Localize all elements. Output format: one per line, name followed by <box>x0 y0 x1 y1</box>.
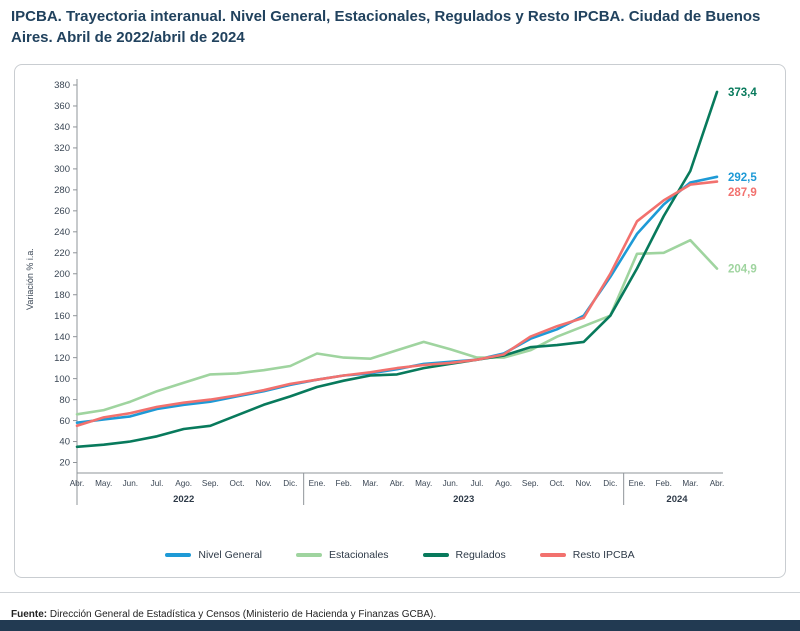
x-tick-label: May. <box>415 479 432 488</box>
y-tick-label: 220 <box>54 248 70 259</box>
x-tick-label: Ago. <box>175 479 192 488</box>
x-tick-label: Feb. <box>655 479 671 488</box>
x-tick-label: Abr. <box>710 479 725 488</box>
y-tick-label: 80 <box>59 395 70 406</box>
trend-chart: 20 40 60 80 100 120 140 160 180 200 220 240 260 280 30… <box>19 71 779 537</box>
series-end-value: 292,5 <box>728 172 757 184</box>
series-line-resto-ipcba <box>75 180 719 428</box>
y-tick-label: 140 <box>54 332 70 343</box>
series-end-value: 373,4 <box>728 87 757 99</box>
x-tick-label: Jul. <box>151 479 164 488</box>
chart-panel: 20 40 60 80 100 120 140 160 180 200 220 240 260 280 30… <box>14 64 786 578</box>
legend-marker-estacionales <box>296 553 322 557</box>
legend-label-resto-ipcba: Resto IPCBA <box>572 549 635 561</box>
page-title: IPCBA. Trayectoria interanual. Nivel Gen… <box>11 8 761 46</box>
x-tick-label: Mar. <box>682 479 698 488</box>
y-tick-label: 300 <box>54 164 70 175</box>
year-label: 2022 <box>173 494 194 505</box>
y-axis-title: Variación % i.a. <box>25 248 35 310</box>
x-tick-label: Nov. <box>576 479 592 488</box>
y-tick-label: 340 <box>54 122 70 133</box>
y-tick-label: 240 <box>54 227 70 238</box>
x-tick-label: Mar. <box>362 479 378 488</box>
line-chart-svg: 20 40 60 80 100 120 140 160 180 200 220 240 260 280 30… <box>25 79 757 505</box>
x-tick-label: Nov. <box>256 479 272 488</box>
y-tick-label: 260 <box>54 206 70 217</box>
x-tick-label: Ago. <box>495 479 512 488</box>
y-tick-label: 20 <box>59 458 70 469</box>
source-label: Fuente: <box>11 609 48 620</box>
x-tick-label: Jun. <box>123 479 138 488</box>
series-end-value: 287,9 <box>728 187 757 199</box>
y-tick-label: 120 <box>54 353 70 364</box>
series-end-value: 204,9 <box>728 264 757 276</box>
y-tick-label: 60 <box>59 416 70 427</box>
source-line: Fuente: Dirección General de Estadística… <box>11 609 436 620</box>
x-tick-label: Ene. <box>309 479 326 488</box>
footer-divider <box>0 592 800 593</box>
legend-item-resto-ipcba: Resto IPCBA <box>539 549 635 561</box>
legend-item-nivel-general: Nivel General <box>165 549 262 561</box>
x-tick-label: Feb. <box>335 479 351 488</box>
x-tick-label: Abr. <box>390 479 405 488</box>
legend-marker-nivel-general <box>165 553 192 557</box>
year-label: 2024 <box>666 494 688 505</box>
x-tick-label: Jun. <box>443 479 458 488</box>
y-tick-label: 180 <box>54 290 70 301</box>
y-tick-label: 380 <box>54 80 70 91</box>
footer-bar <box>0 620 800 631</box>
x-tick-label: Sep. <box>202 479 219 488</box>
series-line-regulados <box>75 90 719 449</box>
y-tick-label: 280 <box>54 185 70 196</box>
legend-label-estacionales: Estacionales <box>329 549 389 561</box>
legend-item-regulados: Regulados <box>422 549 506 561</box>
x-tick-label: Ene. <box>629 479 646 488</box>
legend-item-estacionales: Estacionales <box>296 549 389 561</box>
y-tick-label: 100 <box>54 374 70 385</box>
series-line-estacionales <box>75 238 719 416</box>
x-tick-label: Dic. <box>283 479 297 488</box>
legend-label-regulados: Regulados <box>455 549 506 561</box>
legend-marker-resto-ipcba <box>539 553 566 557</box>
chart-legend: Nivel General Estacionales Regulados Resto … <box>15 549 785 561</box>
y-tick-label: 200 <box>54 269 70 280</box>
y-tick-label: 160 <box>54 311 70 322</box>
x-tick-label: Dic. <box>603 479 617 488</box>
y-tick-label: 360 <box>54 101 70 112</box>
y-tick-label: 320 <box>54 143 70 154</box>
x-tick-label: May. <box>95 479 112 488</box>
y-tick-label: 40 <box>59 437 70 448</box>
x-tick-label: Oct. <box>229 479 244 488</box>
x-tick-label: Jul. <box>471 479 484 488</box>
legend-label-nivel-general: Nivel General <box>198 549 262 561</box>
x-tick-label: Sep. <box>522 479 539 488</box>
source-text: Dirección General de Estadística y Censo… <box>47 609 437 620</box>
x-tick-label: Oct. <box>549 479 564 488</box>
legend-marker-regulados <box>422 553 449 557</box>
year-label: 2023 <box>453 494 474 505</box>
